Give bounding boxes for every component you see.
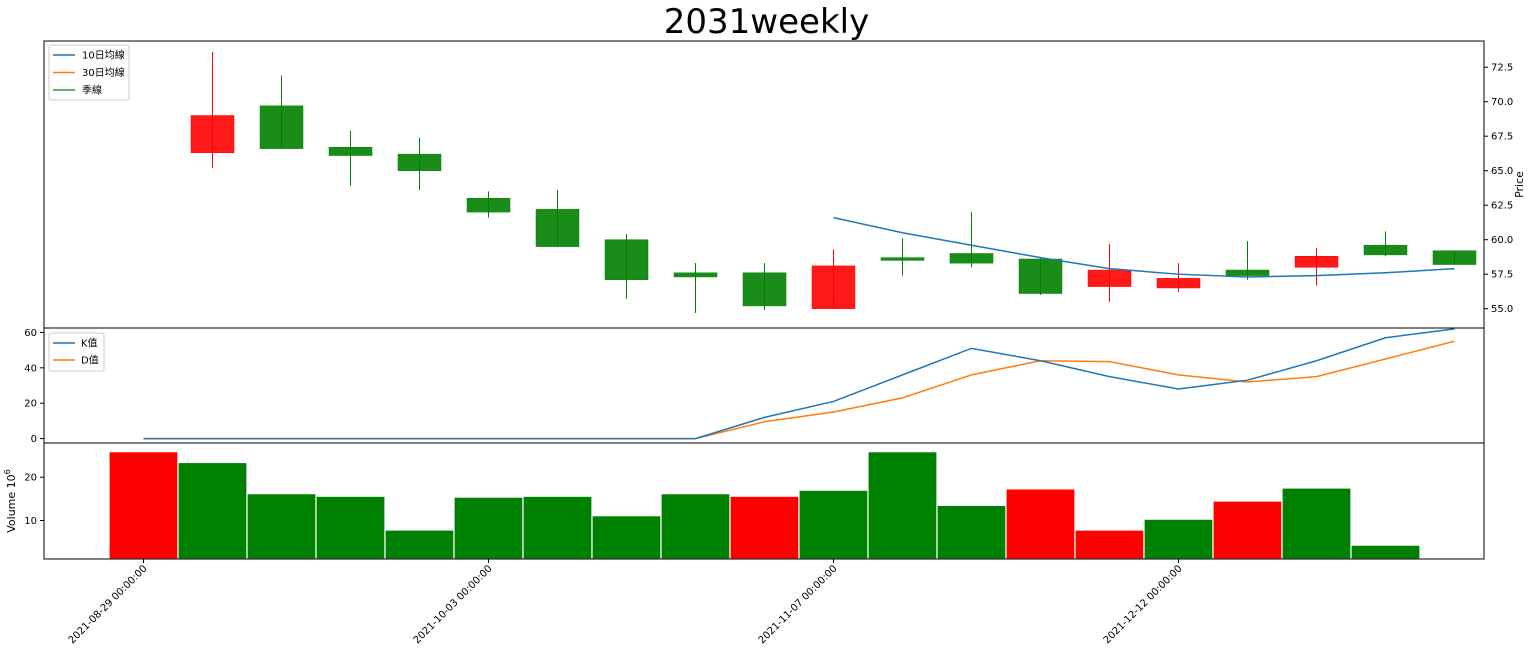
kd-axes-frame [43,327,1485,444]
candle-body [1087,269,1132,287]
candle-body [1432,250,1477,265]
price-legend-label: 10日均線 [82,49,125,62]
volume-bar [453,496,524,560]
x-tick-label: 2021-10-03 00:00:00 [412,563,495,646]
chart-title: 2031weekly [663,2,870,42]
kd-legend-label: K值 [81,337,98,350]
price-legend [48,44,130,101]
volume-bar [315,495,386,560]
kd-y-tick-label: 60 [24,328,37,339]
volume-y-axis-label: Volume 106 [3,469,18,533]
volume-y-tick-label: 10 [24,516,37,527]
candle-body [949,253,994,264]
volume-bar [936,504,1007,560]
candle-body [673,272,718,278]
candle-body [328,146,373,156]
volume-panel: 10 20 Volume 106 2021-08-29 00:00:00 2021-10… [3,442,1485,646]
candle-body [397,153,442,171]
candle-body [1156,278,1201,289]
x-tick-label: 2021-11-07 00:00:00 [757,563,840,646]
volume-bar [522,495,593,560]
candle-body [259,105,304,149]
price-y-tick-label: 57.5 [1491,270,1513,281]
candle-body [1294,256,1339,268]
price-legend-label: 季線 [82,84,102,97]
volume-bar [798,489,869,560]
kd-y-tick-label: 0 [31,434,37,445]
price-legend-label: 30日均線 [82,66,125,79]
volume-bar [246,493,317,560]
candle-body [742,272,787,307]
volume-bar [867,451,938,560]
volume-bar [729,495,800,560]
volume-bar [1350,544,1421,560]
volume-bar [1212,500,1283,560]
price-y-tick-label: 70.0 [1491,97,1513,108]
price-y-tick-label: 60.0 [1491,235,1513,246]
candle-body [811,265,856,309]
volume-bar [591,515,662,560]
volume-bar [1005,488,1076,560]
volume-y-axis-label-exponent: 6 [3,469,12,474]
price-y-axis-label: Price [1513,171,1526,198]
k-line [143,328,1455,440]
candle-body [1018,258,1063,294]
candle-body [466,198,511,213]
volume-bar [384,529,455,560]
volume-bar [1281,487,1352,560]
price-y-tick-label: 65.0 [1491,166,1513,177]
candle-body [1363,244,1408,256]
candle-body [880,257,925,261]
volume-axes-frame [43,442,1485,560]
volume-bar [177,461,248,560]
price-y-tick-label: 62.5 [1491,201,1513,212]
candle-body [190,115,235,154]
volume-y-tick-label: 20 [24,473,37,484]
kd-panel: 0 20 40 60 K值 D值 [24,327,1485,445]
x-tick-label: 2021-12-12 00:00:00 [1102,563,1185,646]
kd-y-tick-label: 40 [24,363,37,374]
d-line [143,340,1455,440]
price-y-tick-label: 72.5 [1491,63,1513,74]
volume-bar [1074,529,1145,560]
candle-body [535,209,580,247]
x-tick-label: 2021-08-29 00:00:00 [67,563,150,646]
candle-body [604,239,649,280]
kd-y-tick-label: 20 [24,399,37,410]
volume-y-axis-label-text: Volume 10 [5,474,18,532]
volume-bar [1143,518,1214,560]
volume-bar [660,493,731,560]
price-panel: 55.0 57.5 60.0 62.5 65.0 67.5 70.0 72.5 Price 10日… [43,40,1526,329]
ma10-line [833,216,1455,278]
candle-body [1225,269,1270,276]
kd-legend-label: D值 [81,354,99,367]
price-y-tick-label: 55.0 [1491,304,1513,315]
price-y-tick-label: 67.5 [1491,132,1513,143]
volume-bar [108,451,179,560]
